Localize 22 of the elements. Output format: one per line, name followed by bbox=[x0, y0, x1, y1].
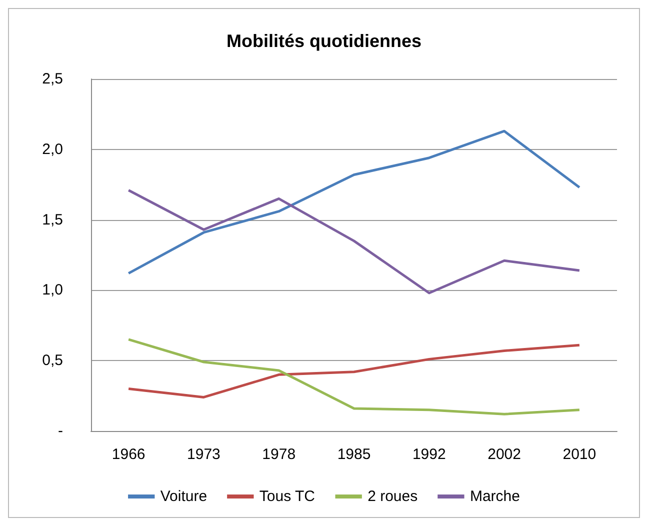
y-tick-label: 0,5 bbox=[42, 352, 63, 370]
y-tick-label: 2,5 bbox=[42, 70, 63, 88]
x-tick-label: 1973 bbox=[187, 446, 220, 463]
x-tick-label: 2010 bbox=[562, 446, 596, 463]
chart-title: Mobilités quotidiennes bbox=[226, 31, 422, 51]
legend-label: Voiture bbox=[160, 488, 208, 505]
line-series bbox=[127, 338, 581, 416]
x-tick-label: 1992 bbox=[412, 446, 446, 463]
y-tick-label: 1,0 bbox=[42, 282, 63, 299]
x-tick-label: 1978 bbox=[262, 446, 296, 463]
x-tick-label: 1966 bbox=[112, 446, 146, 463]
y-tick-label: 2,0 bbox=[42, 140, 63, 158]
x-tick-label: 2002 bbox=[488, 446, 521, 463]
x-tick-label: 1985 bbox=[337, 446, 371, 463]
legend-label: 2 roues bbox=[368, 488, 418, 505]
line-series bbox=[127, 188, 581, 294]
line-series bbox=[127, 130, 581, 275]
legend-label: Tous TC bbox=[259, 488, 316, 505]
legend-label: Marche bbox=[470, 488, 520, 505]
y-tick-label: 1,5 bbox=[42, 211, 63, 228]
line-series bbox=[127, 344, 581, 398]
y-tick-label: - bbox=[58, 422, 63, 440]
